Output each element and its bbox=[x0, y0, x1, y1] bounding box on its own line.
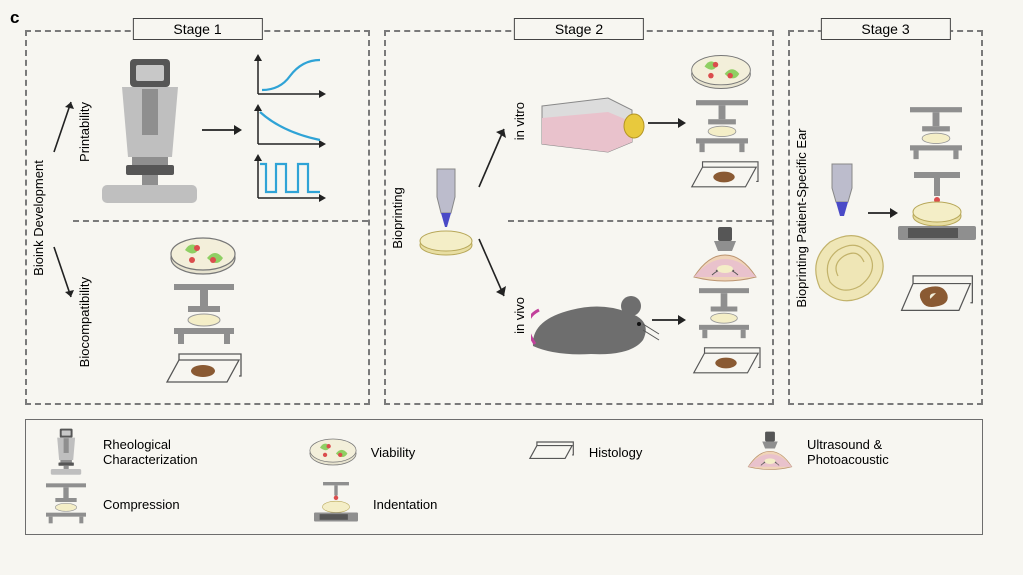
legend-item-indentation: Indentation bbox=[308, 482, 518, 526]
split-arrow-down-2-icon bbox=[476, 234, 510, 304]
legend-row-1: Rheological Characterization Viability bbox=[38, 428, 970, 476]
arrow-right-2-icon bbox=[648, 117, 686, 129]
petri-viability-icon bbox=[167, 232, 239, 285]
indentation-small-icon bbox=[308, 482, 363, 526]
legend-label-ultrasound: Ultrasound & Photoacoustic bbox=[807, 437, 937, 467]
petri-viability-2-icon bbox=[688, 50, 754, 99]
legend-box: Rheological Characterization Viability bbox=[25, 419, 983, 535]
stage-1-title: Stage 1 bbox=[132, 18, 262, 40]
legend-label-histology: Histology bbox=[589, 445, 642, 460]
compression-rig-icon bbox=[174, 284, 234, 351]
ultrasound-probe-icon bbox=[688, 227, 762, 290]
compression-rig-4-icon bbox=[910, 107, 962, 166]
histology-slide-icon bbox=[157, 352, 249, 395]
petri-small-icon bbox=[306, 434, 361, 470]
label-bioprinting: Bioprinting bbox=[390, 187, 405, 248]
stage-2-box: Stage 2 Bioprinting in vitro in vivo bbox=[384, 30, 774, 405]
legend-label-rheo: Rheological Characterization bbox=[103, 437, 243, 467]
indentation-rig-icon bbox=[898, 172, 976, 255]
arrow-right-icon bbox=[202, 124, 242, 136]
stage1-divider bbox=[73, 220, 368, 222]
compression-rig-3-icon bbox=[699, 288, 749, 345]
compression-small-icon bbox=[38, 483, 93, 525]
histology-slide-3-icon bbox=[684, 346, 768, 385]
panel-letter: c bbox=[10, 8, 19, 28]
compression-rig-2-icon bbox=[696, 100, 748, 159]
legend-row-2: Compression Indentation bbox=[38, 482, 970, 526]
stage-3-box: Stage 3 Bioprinting Patient-Specific Ear bbox=[788, 30, 983, 405]
legend-item-ultrasound: Ultrasound & Photoacoustic bbox=[742, 431, 970, 473]
legend-label-compression: Compression bbox=[103, 497, 180, 512]
stage2-divider bbox=[508, 220, 772, 222]
split-arrow-up-2-icon bbox=[476, 122, 510, 192]
rheometer-small-icon bbox=[38, 428, 93, 476]
legend-item-rheo: Rheological Characterization bbox=[38, 428, 296, 476]
legend-label-indentation: Indentation bbox=[373, 497, 437, 512]
ultrasound-small-icon bbox=[742, 431, 797, 473]
label-printability: Printability bbox=[77, 102, 92, 162]
split-arrow-up-icon bbox=[51, 97, 77, 157]
arrow-right-4-icon bbox=[868, 207, 898, 219]
rheometer-icon bbox=[102, 57, 197, 212]
legend-item-histology: Histology bbox=[524, 439, 732, 465]
stage-2-title: Stage 2 bbox=[514, 18, 644, 40]
chart-decay-icon bbox=[252, 104, 330, 155]
stage-1-box: Stage 1 Bioink Development Printability … bbox=[25, 30, 370, 405]
legend-label-viability: Viability bbox=[371, 445, 416, 460]
ear-icon bbox=[808, 232, 888, 309]
slide-small-icon bbox=[524, 439, 579, 465]
label-bioink-development: Bioink Development bbox=[31, 160, 46, 276]
print-nozzle-icon bbox=[411, 167, 481, 264]
label-in-vitro: in vitro bbox=[512, 102, 527, 140]
split-arrow-down-icon bbox=[51, 242, 77, 302]
culture-flask-icon bbox=[536, 92, 646, 165]
stages-row: Stage 1 Bioink Development Printability … bbox=[25, 30, 998, 405]
mouse-icon bbox=[531, 280, 661, 365]
histology-slide-2-icon bbox=[682, 160, 766, 199]
legend-item-viability: Viability bbox=[306, 434, 514, 470]
chart-sigmoid-icon bbox=[252, 54, 330, 105]
label-biocompatibility: Biocompatibility bbox=[77, 277, 92, 367]
legend-item-compression: Compression bbox=[38, 483, 298, 525]
arrow-right-3-icon bbox=[652, 314, 686, 326]
stage-3-title: Stage 3 bbox=[820, 18, 950, 40]
chart-steps-icon bbox=[252, 154, 330, 209]
label-in-vivo: in vivo bbox=[512, 297, 527, 334]
figure-panel: c Stage 1 Bioink Development Printabilit… bbox=[0, 0, 1023, 575]
histology-slide-ear-icon bbox=[892, 272, 980, 325]
label-bioprint-ear: Bioprinting Patient-Specific Ear bbox=[794, 128, 809, 307]
